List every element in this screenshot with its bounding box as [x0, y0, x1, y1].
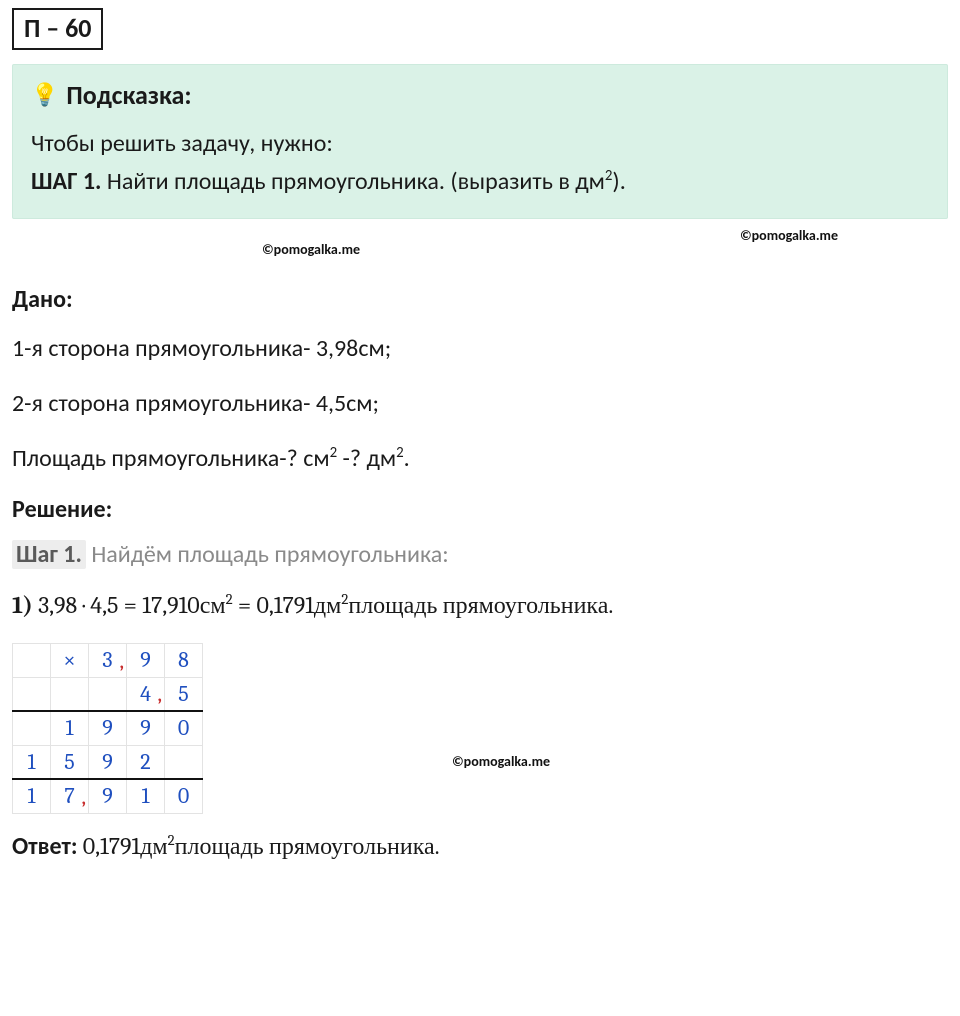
hint-step-text-post: ).: [612, 167, 625, 196]
table-cell: 1: [127, 779, 165, 813]
given-title: Дано:: [12, 285, 948, 314]
calc-text-a: 3,98 · 4,5 = 17,910см: [33, 591, 226, 619]
hint-title-row: 💡 Подсказка:: [31, 79, 929, 111]
lightbulb-icon: 💡: [31, 84, 58, 106]
given-line: 2-я сторона прямоугольника- 4,5см;: [12, 385, 948, 422]
watermarks-row: ©pomogalka.me ©pomogalka.me: [12, 231, 948, 267]
hint-intro: Чтобы решить задачу, нужно:: [31, 125, 929, 163]
hint-step-line: ШАГ 1. Найти площадь прямоугольника. (вы…: [31, 163, 929, 201]
table-cell: 3: [89, 643, 127, 677]
table-cell: 9: [127, 711, 165, 745]
answer-label: Ответ:: [12, 832, 77, 861]
hint-title: Подсказка:: [66, 79, 191, 111]
calc-text-b: = 0,1791дм: [233, 591, 342, 619]
answer-text-a: 0,1791дм: [77, 832, 167, 860]
table-cell: [165, 745, 203, 779]
table-cell: 0: [165, 711, 203, 745]
calc-text-c: площадь прямоугольника.: [348, 591, 613, 619]
watermark-text: ©pomogalka.me: [262, 241, 360, 258]
watermark-text: ©pomogalka.me: [740, 227, 838, 244]
solution-title: Решение:: [12, 495, 948, 524]
hint-step-text-pre: Найти площадь прямоугольника. (выразить …: [101, 167, 604, 196]
table-cell: 9: [127, 643, 165, 677]
table-cell: 1: [13, 745, 51, 779]
table-cell: [13, 643, 51, 677]
table-cell: 8: [165, 643, 203, 677]
multiplication-table: ×398451990159217910: [12, 643, 203, 814]
table-cell: 4: [127, 677, 165, 711]
given-line3-mid: -? дм: [337, 444, 396, 473]
hint-card: 💡 Подсказка: Чтобы решить задачу, нужно:…: [12, 64, 948, 219]
table-cell: ×: [51, 643, 89, 677]
table-cell: [89, 677, 127, 711]
answer-text-b: площадь прямоугольника.: [175, 832, 440, 860]
calc-index: 1): [12, 591, 33, 619]
answer-sup: 2: [168, 832, 175, 849]
hint-step-label: ШАГ 1.: [31, 167, 101, 196]
table-cell: [51, 677, 89, 711]
given-line: 1-я сторона прямоугольника- 3,98см;: [12, 330, 948, 367]
table-cell: 9: [89, 779, 127, 813]
table-cell: 1: [13, 779, 51, 813]
table-cell: 5: [51, 745, 89, 779]
given-line3-pre: Площадь прямоугольника-? см: [12, 444, 330, 473]
table-cell: 9: [89, 745, 127, 779]
table-cell: 7: [51, 779, 89, 813]
calc-sup: 2: [226, 591, 233, 608]
given-sup: 2: [396, 443, 404, 461]
watermark-text: ©pomogalka.me: [452, 753, 828, 770]
table-cell: 5: [165, 677, 203, 711]
table-cell: 2: [127, 745, 165, 779]
given-sup: 2: [330, 443, 338, 461]
calculation-line: 1) 3,98 · 4,5 = 17,910см2 = 0,1791дм2пло…: [12, 587, 948, 624]
table-cell: 0: [165, 779, 203, 813]
table-cell: [13, 677, 51, 711]
table-cell: [13, 711, 51, 745]
given-line: Площадь прямоугольника-? см2 -? дм2.: [12, 440, 948, 477]
problem-number-box: П – 60: [12, 8, 103, 50]
table-cell: 1: [51, 711, 89, 745]
answer-line: Ответ: 0,1791дм2площадь прямоугольника.: [12, 832, 948, 861]
table-cell: 9: [89, 711, 127, 745]
step-text: Найдём площадь прямоугольника:: [86, 540, 449, 569]
mult-table-wrap: ×398451990159217910 ©pomogalka.me: [12, 643, 948, 814]
given-line3-post: .: [404, 444, 410, 473]
step-tag: Шаг 1.: [12, 540, 86, 569]
given-block: 1-я сторона прямоугольника- 3,98см; 2-я …: [12, 330, 948, 478]
hint-body: Чтобы решить задачу, нужно: ШАГ 1. Найти…: [31, 125, 929, 202]
step-heading: Шаг 1. Найдём площадь прямоугольника:: [12, 540, 948, 569]
